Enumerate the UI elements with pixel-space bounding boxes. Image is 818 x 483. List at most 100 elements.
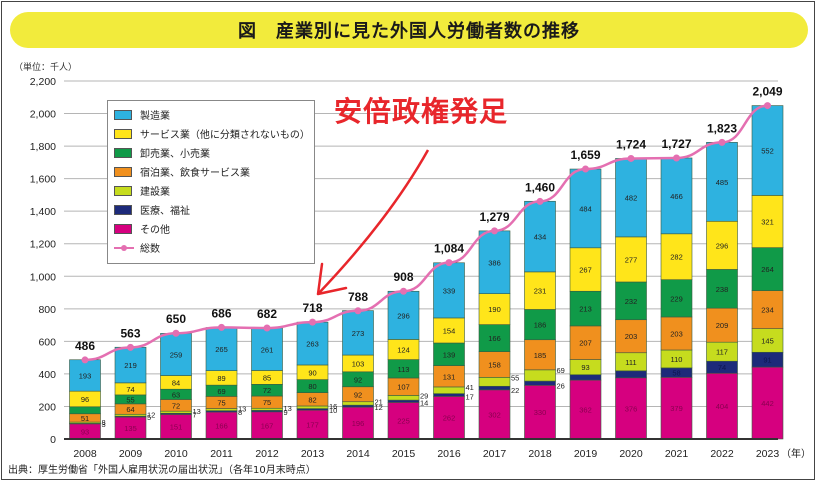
data-label: 111 (625, 358, 636, 367)
legend-label: 宿泊業、飲食サービス業 (140, 168, 250, 179)
data-label: 263 (306, 340, 319, 349)
bar-segment-other (205, 411, 238, 440)
title-banner: 図 産業別に見た外国人労働者数の推移 (10, 12, 808, 48)
total-label: 686 (211, 306, 231, 320)
y-tick-label: 400 (38, 369, 56, 381)
data-label: 22 (511, 386, 519, 395)
legend-swatch (114, 223, 132, 234)
x-tick-label: 2014 (346, 448, 370, 460)
bar-segment-services (615, 236, 647, 283)
data-label: 29 (420, 391, 428, 400)
legend: 製造業 サービス業（他に分類されないもの） 卸売業、小売業 宿泊業、飲食サービス… (107, 100, 315, 264)
total-point (718, 138, 726, 146)
data-label: 91 (763, 356, 771, 365)
data-label: 330 (534, 408, 547, 417)
data-label: 296 (716, 241, 729, 250)
data-label: 167 (261, 421, 274, 430)
bar-segment-manufacturing (205, 327, 238, 371)
data-label: 17 (466, 392, 474, 401)
data-label: 139 (443, 350, 456, 359)
bar-segment-services (524, 271, 556, 310)
data-label: 229 (670, 294, 683, 303)
bar-segment-manufacturing (69, 359, 101, 392)
total-label: 1,084 (434, 242, 464, 256)
data-label: 107 (397, 383, 410, 392)
bar-segment-manufacturing (660, 157, 693, 235)
data-label: 196 (352, 419, 365, 428)
data-label: 51 (81, 414, 89, 423)
bar-segment-other (296, 409, 329, 440)
total-point (445, 259, 453, 267)
data-label: 376 (625, 404, 638, 413)
data-label: 186 (534, 321, 547, 330)
bar-segment-manufacturing (569, 168, 602, 249)
y-tick-label: 1,400 (30, 206, 56, 218)
data-label: 190 (488, 305, 501, 314)
y-tick-label: 1,600 (30, 174, 56, 186)
data-label: 158 (488, 360, 501, 369)
data-label: 3 (102, 420, 106, 429)
data-label: 13 (238, 405, 246, 414)
legend-item-construction: 建設業 (114, 181, 308, 200)
data-label: 207 (579, 339, 592, 348)
x-tick-label: 2023 (756, 448, 780, 460)
data-label: 7 (193, 410, 197, 419)
legend-label: その他 (140, 225, 170, 236)
bar-segment-medical-welfare (524, 380, 556, 386)
annotation-text: 安倍政権発足 (334, 95, 509, 128)
bar-segment-medical-welfare (615, 370, 647, 379)
total-point (491, 227, 498, 235)
total-label: 908 (393, 270, 413, 284)
bar-segment-hospitality (615, 319, 647, 354)
y-tick-label: 0 (50, 434, 56, 446)
bar-segment-services (751, 195, 784, 248)
data-label: 203 (670, 329, 683, 338)
bar-segment-other (160, 414, 192, 440)
legend-swatch (114, 109, 132, 120)
data-label: 321 (761, 218, 774, 227)
data-label: 103 (352, 359, 365, 368)
bar-segment-manufacturing (433, 262, 465, 319)
bar-segment-services (569, 247, 602, 292)
legend-item-total: 総数 (114, 238, 308, 257)
data-label: 84 (172, 378, 180, 387)
total-point (81, 356, 89, 364)
x-tick-label: 2022 (710, 448, 734, 460)
data-label: 265 (215, 345, 228, 354)
bar-segment-other (751, 366, 784, 440)
legend-label: サービス業（他に分類されないもの） (139, 130, 310, 141)
bar-segment-other (342, 406, 374, 440)
bar-segment-wholesale-retail (524, 309, 556, 341)
data-label: 209 (716, 321, 729, 330)
bar-segment-construction (342, 401, 374, 406)
data-label: 64 (126, 405, 134, 414)
data-label: 41 (466, 383, 474, 392)
data-label: 232 (625, 297, 638, 306)
x-tick-label: 2013 (301, 448, 325, 460)
bar-segment-other (478, 389, 511, 440)
bar-segment-manufacturing (387, 290, 420, 340)
x-tick-label: 2008 (73, 448, 97, 460)
unit-label: （単位：千人） (14, 63, 78, 73)
total-label: 650 (166, 312, 186, 326)
total-label: 788 (348, 290, 368, 304)
data-label: 166 (215, 421, 228, 430)
data-label: 434 (534, 233, 547, 242)
x-tick-label: 2011 (210, 448, 233, 460)
data-label: 13 (284, 404, 292, 413)
data-label: 484 (579, 204, 592, 213)
data-label: 442 (761, 399, 774, 408)
x-tick-label: 2018 (528, 448, 552, 460)
legend-item-hospitality: 宿泊業、飲食サービス業 (114, 162, 308, 181)
total-label: 486 (75, 339, 95, 353)
data-label: 404 (716, 402, 729, 411)
total-point (627, 154, 635, 162)
bar-segment-hospitality (706, 307, 738, 343)
bar-segment-hospitality (751, 290, 784, 329)
chart-title: 図 産業別に見た外国人労働者数の推移 (238, 21, 580, 42)
data-label: 135 (124, 424, 137, 433)
data-label: 55 (126, 395, 134, 404)
bar-segment-wholesale-retail (569, 290, 602, 327)
bar-segment-medical-welfare (478, 385, 511, 391)
